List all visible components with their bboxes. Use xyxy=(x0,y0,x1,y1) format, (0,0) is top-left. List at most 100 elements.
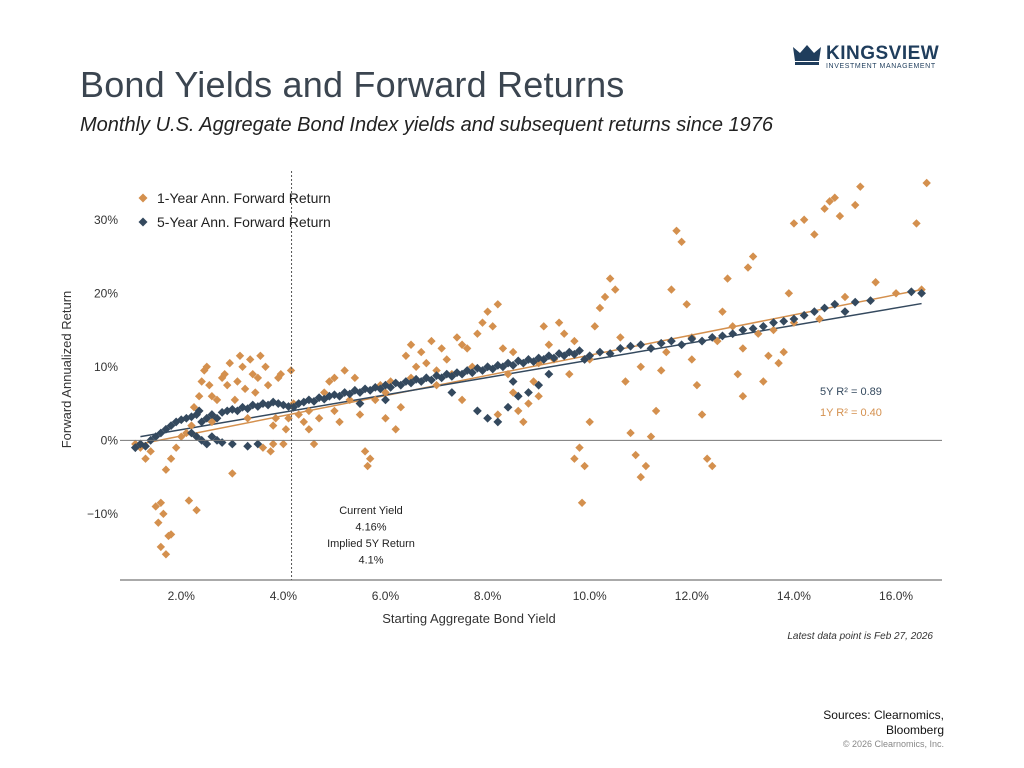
one-year-point xyxy=(672,226,681,235)
one-year-point xyxy=(493,300,503,309)
copyright-note: © 2026 Clearnomics, Inc. xyxy=(842,739,944,749)
one-year-point xyxy=(733,369,742,379)
one-year-point xyxy=(240,384,250,394)
one-year-point xyxy=(161,465,171,474)
five-year-point xyxy=(564,347,574,357)
five-year-point xyxy=(243,404,253,414)
one-year-point xyxy=(205,380,214,390)
crown-icon xyxy=(793,45,821,65)
one-year-point xyxy=(478,318,487,327)
one-year-point xyxy=(391,425,400,434)
one-year-point xyxy=(810,230,819,239)
one-year-point xyxy=(641,461,651,471)
five-year-point xyxy=(585,351,595,361)
five-year-point xyxy=(233,406,242,416)
one-year-point xyxy=(182,428,191,438)
one-year-point xyxy=(922,178,931,188)
one-year-point xyxy=(314,414,324,423)
one-year-point xyxy=(799,215,809,224)
one-year-point xyxy=(570,454,579,463)
five-year-point xyxy=(462,366,472,375)
one-year-point xyxy=(493,410,503,419)
five-year-point xyxy=(427,375,436,385)
five-year-point xyxy=(478,366,487,375)
five-year-point xyxy=(212,413,222,423)
x-tick-label: 12.0% xyxy=(675,589,709,603)
one-year-point xyxy=(320,388,329,397)
one-year-point xyxy=(268,439,278,449)
one-year-point xyxy=(851,200,860,210)
five-year-point xyxy=(840,307,850,317)
one-year-point xyxy=(524,399,533,408)
one-year-point xyxy=(442,355,451,364)
one-year-point xyxy=(462,344,472,353)
one-year-point xyxy=(738,392,748,401)
one-year-point xyxy=(575,443,584,452)
one-year-point xyxy=(340,366,349,375)
five-year-point xyxy=(355,399,365,408)
one-year-point xyxy=(166,530,176,539)
one-year-point xyxy=(473,329,482,338)
y-tick-label: 20% xyxy=(94,286,118,300)
one-year-point xyxy=(784,289,794,298)
one-year-point xyxy=(702,454,712,463)
one-year-point xyxy=(534,392,543,401)
one-year-point xyxy=(192,505,201,515)
x-tick-label: 6.0% xyxy=(372,589,400,603)
one-year-point xyxy=(335,417,344,427)
five-year-point xyxy=(447,371,457,381)
five-year-point xyxy=(575,346,584,356)
five-year-point xyxy=(386,382,395,392)
one-year-point xyxy=(220,369,229,379)
five-year-point xyxy=(222,406,232,416)
one-year-point xyxy=(544,340,554,349)
five-year-point xyxy=(472,406,482,416)
five-year-point xyxy=(748,324,758,333)
one-year-point xyxy=(708,461,717,471)
five-year-point xyxy=(544,369,554,379)
page-title: Bond Yields and Forward Returns xyxy=(80,64,625,105)
five-year-point xyxy=(447,388,457,397)
one-year-point xyxy=(743,263,753,272)
five-year-point xyxy=(917,288,926,298)
one-year-point xyxy=(177,432,186,441)
one-year-point xyxy=(381,414,390,423)
one-year-point xyxy=(141,454,150,463)
one-year-point xyxy=(225,358,234,368)
one-year-point xyxy=(769,325,778,335)
five-year-point xyxy=(687,334,697,344)
one-year-point xyxy=(677,237,686,247)
legend-label-1y: 1-Year Ann. Forward Return xyxy=(157,190,331,206)
one-year-point xyxy=(692,380,702,390)
one-year-point xyxy=(256,351,265,360)
one-year-point xyxy=(432,366,441,375)
five-year-point xyxy=(707,332,717,342)
one-year-point xyxy=(184,496,194,505)
x-tick-label: 2.0% xyxy=(168,589,196,603)
y-tick-label: 30% xyxy=(94,213,118,227)
one-year-point xyxy=(483,307,492,316)
one-year-point xyxy=(636,362,645,371)
five-year-point xyxy=(738,325,748,335)
y-tick-label: 0% xyxy=(101,433,119,447)
sources-line-1: Sources: Clearnomics, xyxy=(823,708,944,722)
five-year-point xyxy=(830,299,840,309)
one-year-point xyxy=(508,388,518,397)
five-year-point xyxy=(171,417,181,427)
five-year-point xyxy=(243,441,253,451)
one-year-point xyxy=(605,274,615,283)
five-year-point xyxy=(718,331,727,341)
one-year-point xyxy=(309,439,319,449)
one-year-point xyxy=(713,336,722,346)
y-axis-label: Forward Annualized Return xyxy=(59,291,74,449)
five-year-point xyxy=(769,318,778,328)
one-year-point xyxy=(616,333,625,342)
five-year-point xyxy=(626,341,635,351)
one-year-point xyxy=(723,274,732,283)
one-year-point xyxy=(830,193,839,202)
one-year-point xyxy=(233,377,242,386)
one-year-point xyxy=(488,322,497,331)
one-year-point xyxy=(820,204,829,213)
five-year-point xyxy=(503,358,513,368)
one-year-point xyxy=(753,329,763,338)
